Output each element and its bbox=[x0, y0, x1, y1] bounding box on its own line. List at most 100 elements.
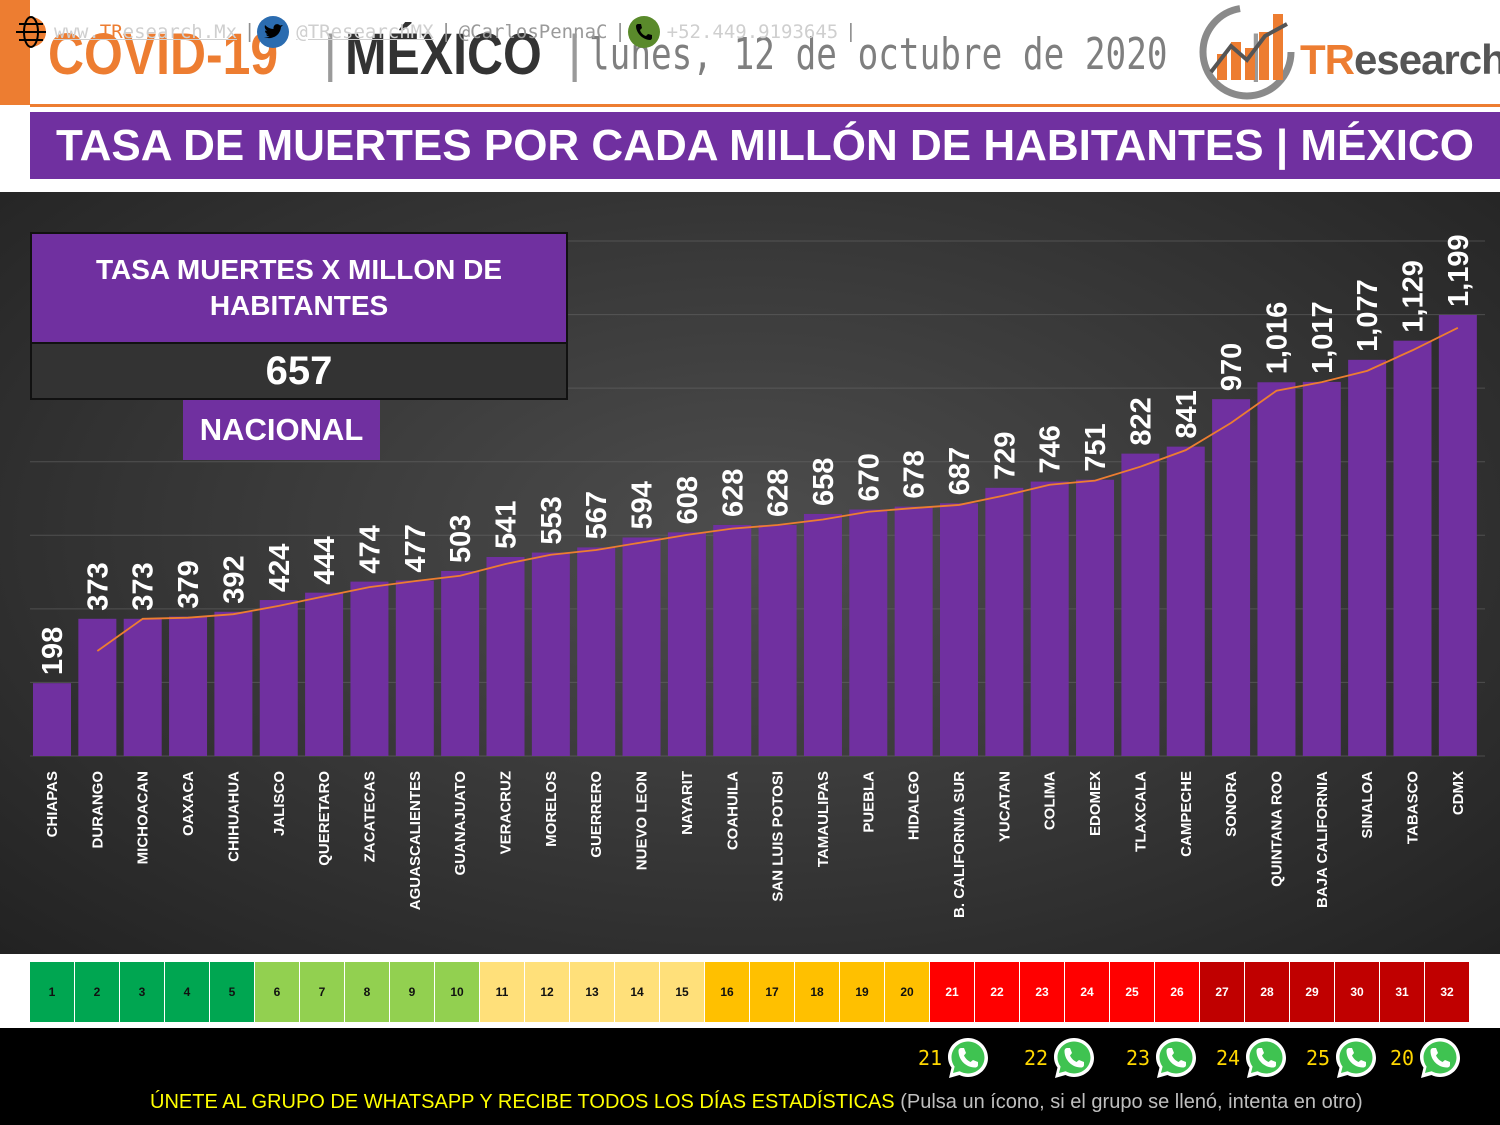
cta-note: (Pulsa un ícono, si el grupo se llenó, i… bbox=[900, 1091, 1363, 1113]
data-label: 628 bbox=[717, 469, 749, 517]
whatsapp-group-button[interactable]: 21 bbox=[918, 1034, 992, 1082]
whatsapp-icon bbox=[1054, 1038, 1095, 1078]
category-label: ZACATECAS bbox=[361, 771, 378, 862]
page-title: TASA DE MUERTES POR CADA MILLÓN DE HABIT… bbox=[30, 112, 1500, 179]
data-label: 444 bbox=[309, 536, 341, 584]
category-label: TAMAULIPAS bbox=[815, 771, 832, 867]
category-label: GUERRERO bbox=[588, 771, 605, 858]
kpi-box: TASA MUERTES X MILLON DE HABITANTES 657 bbox=[30, 232, 568, 400]
category-label: TLAXCALA bbox=[1132, 771, 1149, 852]
data-label: 424 bbox=[264, 544, 296, 592]
header-divider bbox=[30, 104, 1500, 107]
data-label: 553 bbox=[536, 496, 568, 544]
bar bbox=[1257, 382, 1296, 756]
scale-cell: 8 bbox=[345, 962, 390, 1022]
scale-cell: 5 bbox=[210, 962, 255, 1022]
bar bbox=[123, 618, 162, 756]
footer-links: www.TResearch.Mx | @TResearchMX | @Carlo… bbox=[14, 14, 857, 50]
category-label: COAHUILA bbox=[724, 771, 741, 850]
data-label: 746 bbox=[1035, 425, 1067, 473]
whatsapp-group-button[interactable]: 20 bbox=[1390, 1034, 1464, 1082]
data-label: 822 bbox=[1125, 397, 1157, 445]
scale-cell: 12 bbox=[525, 962, 570, 1022]
data-label: 1,016 bbox=[1261, 302, 1293, 375]
website-link[interactable]: www.TResearch.Mx bbox=[54, 21, 237, 43]
bar bbox=[713, 524, 752, 756]
scale-cell: 13 bbox=[570, 962, 615, 1022]
data-label: 379 bbox=[173, 560, 205, 608]
category-label: CHIHUAHUA bbox=[225, 771, 242, 862]
twitter-handle[interactable]: @TResearchMX bbox=[296, 21, 434, 43]
twitter-icon[interactable] bbox=[256, 15, 290, 49]
footer-sep-4: | bbox=[848, 20, 854, 43]
category-label: NUEVO LEON bbox=[634, 771, 651, 870]
scale-cell: 18 bbox=[795, 962, 840, 1022]
whatsapp-group-number: 21 bbox=[918, 1046, 943, 1070]
bar bbox=[1348, 359, 1387, 756]
bar bbox=[486, 556, 525, 756]
category-label: DURANGO bbox=[89, 771, 106, 849]
scale-cell: 32 bbox=[1425, 962, 1470, 1022]
category-label: QUERETARO bbox=[316, 771, 333, 866]
bar bbox=[395, 580, 434, 756]
website-accent: TR bbox=[99, 21, 123, 43]
bar bbox=[758, 524, 797, 756]
whatsapp-icon bbox=[1156, 1038, 1197, 1078]
phone-number[interactable]: +52.449.9193645 bbox=[666, 21, 839, 43]
footer-sep-2: | bbox=[443, 20, 449, 43]
scale-cell: 28 bbox=[1245, 962, 1290, 1022]
color-scale: 1 2 3 4 5 6 7 8 9 10 11 12 13 14 15 16 17 18 19 20 21 22 23 24 2… bbox=[30, 962, 1470, 1022]
data-label: 678 bbox=[899, 450, 931, 498]
logo-text: TResearch bbox=[1300, 36, 1500, 84]
whatsapp-group-number: 24 bbox=[1216, 1046, 1241, 1070]
scale-cell: 10 bbox=[435, 962, 480, 1022]
data-label: 541 bbox=[491, 501, 523, 549]
whatsapp-group-button[interactable]: 25 bbox=[1306, 1034, 1380, 1082]
footer-sep-3: | bbox=[617, 20, 623, 43]
kpi-value: 657 bbox=[30, 344, 568, 400]
whatsapp-group-button[interactable]: 23 bbox=[1126, 1034, 1200, 1082]
scale-cell: 31 bbox=[1380, 962, 1425, 1022]
phone-icon[interactable] bbox=[627, 15, 661, 49]
category-label: MORELOS bbox=[543, 771, 560, 847]
bar bbox=[622, 537, 661, 756]
author-handle: @CarlosPennaC bbox=[458, 21, 608, 43]
bar bbox=[1076, 479, 1115, 756]
bar bbox=[1438, 314, 1477, 756]
scale-cell: 17 bbox=[750, 962, 795, 1022]
scale-cell: 30 bbox=[1335, 962, 1380, 1022]
whatsapp-group-button[interactable]: 22 bbox=[1024, 1034, 1098, 1082]
category-label: QUINTANA ROO bbox=[1268, 771, 1285, 887]
logo-rest: esearch bbox=[1354, 36, 1500, 83]
bar bbox=[1166, 446, 1205, 756]
data-label: 373 bbox=[128, 562, 160, 610]
category-label: CHIAPAS bbox=[44, 771, 61, 837]
category-label: YUCATAN bbox=[996, 771, 1013, 842]
header: COVID-19 | MÉXICO | lunes, 12 de octubre… bbox=[48, 14, 1271, 94]
data-label: 594 bbox=[627, 481, 659, 529]
whatsapp-group-button[interactable]: 24 bbox=[1216, 1034, 1290, 1082]
data-label: 392 bbox=[218, 555, 250, 603]
data-label: 373 bbox=[82, 562, 114, 610]
scale-cell: 9 bbox=[390, 962, 435, 1022]
scale-cell: 26 bbox=[1155, 962, 1200, 1022]
bar bbox=[1393, 340, 1432, 756]
bar bbox=[577, 547, 616, 756]
bar bbox=[667, 532, 706, 756]
bar bbox=[531, 552, 570, 756]
category-label: TABASCO bbox=[1405, 771, 1422, 844]
bar bbox=[78, 618, 117, 756]
header-separator: | bbox=[323, 25, 338, 83]
bar bbox=[350, 581, 389, 756]
tresearch-logo-icon bbox=[1199, 4, 1295, 100]
scale-cell: 6 bbox=[255, 962, 300, 1022]
scale-cell: 11 bbox=[480, 962, 525, 1022]
scale-cell: 22 bbox=[975, 962, 1020, 1022]
data-label: 970 bbox=[1216, 343, 1248, 391]
data-label: 1,129 bbox=[1398, 260, 1430, 333]
bar bbox=[1121, 453, 1160, 756]
category-label: OAXACA bbox=[180, 771, 197, 836]
scale-cell: 3 bbox=[120, 962, 165, 1022]
scale-cell: 29 bbox=[1290, 962, 1335, 1022]
bar bbox=[259, 600, 298, 756]
